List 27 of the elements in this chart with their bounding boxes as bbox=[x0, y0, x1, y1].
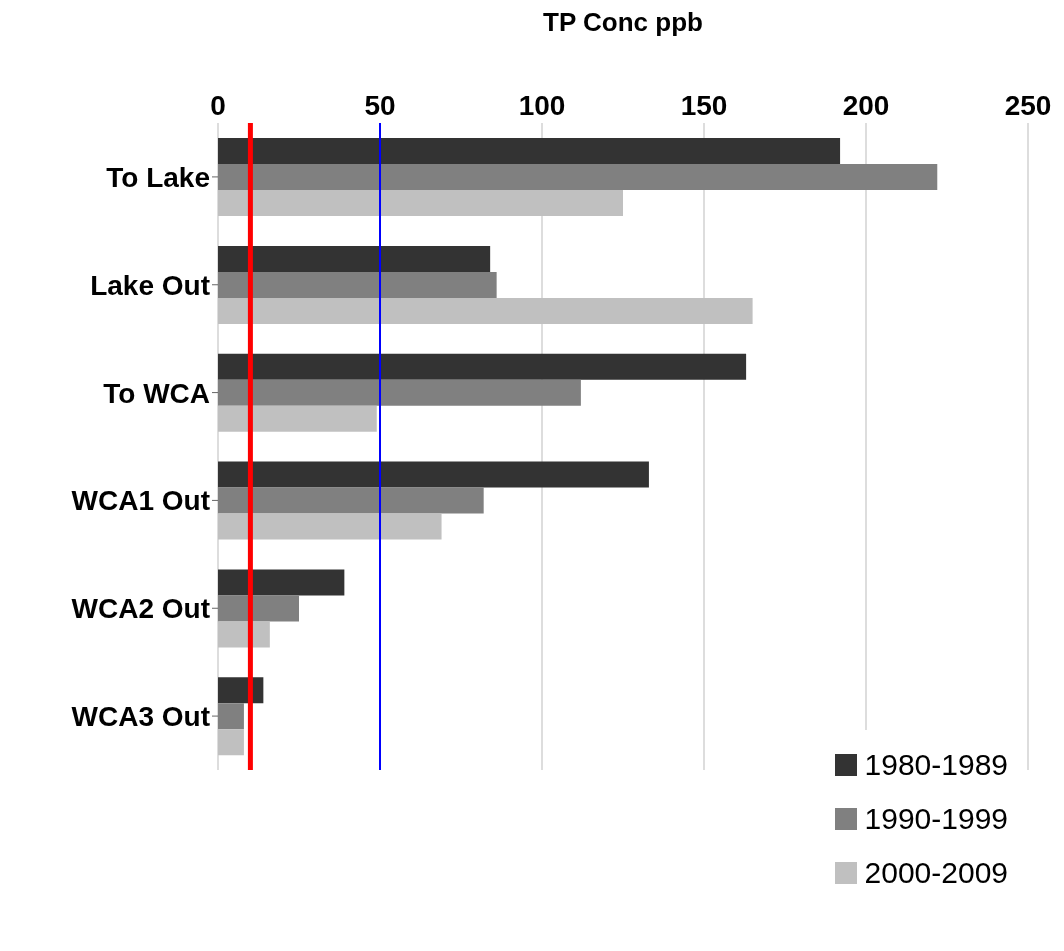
y-tick-label: WCA2 Out bbox=[71, 593, 210, 625]
x-tick-label: 50 bbox=[364, 90, 396, 121]
y-tick-label: WCA3 Out bbox=[71, 701, 210, 733]
x-tick-label: 200 bbox=[842, 90, 890, 121]
legend-label: 2000-2009 bbox=[863, 855, 1008, 891]
bar bbox=[218, 703, 244, 730]
bar bbox=[218, 379, 581, 406]
x-tick-label: 150 bbox=[680, 90, 728, 121]
bar bbox=[218, 138, 841, 165]
bar bbox=[218, 595, 299, 622]
legend-label: 1980-1989 bbox=[863, 747, 1008, 783]
x-tick-label: 250 bbox=[1004, 90, 1052, 121]
y-tick-label: To WCA bbox=[103, 377, 210, 409]
bar bbox=[218, 569, 345, 596]
bar bbox=[218, 353, 747, 380]
x-axis-title: TP Conc ppb bbox=[543, 7, 703, 38]
y-tick-label: Lake Out bbox=[90, 269, 210, 301]
bar bbox=[218, 245, 491, 272]
y-tick-label: To Lake bbox=[106, 161, 210, 193]
bar bbox=[218, 164, 938, 191]
y-tick-label: WCA1 Out bbox=[71, 485, 210, 517]
x-tick-label: 0 bbox=[210, 90, 226, 121]
x-tick-label: 100 bbox=[518, 90, 566, 121]
bar bbox=[218, 461, 649, 488]
bar bbox=[218, 487, 484, 514]
bar bbox=[218, 271, 497, 298]
legend-label: 1990-1999 bbox=[863, 801, 1008, 837]
